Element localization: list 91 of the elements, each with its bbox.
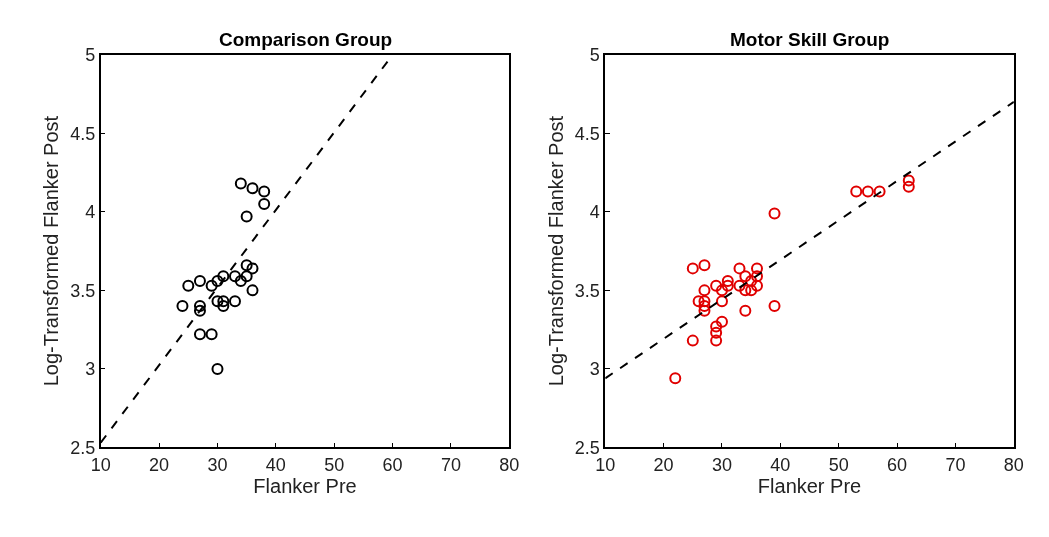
x-tick-label: 20 — [653, 454, 674, 475]
point — [193, 304, 206, 317]
point — [739, 270, 752, 283]
point — [739, 284, 752, 297]
point — [710, 326, 723, 339]
point — [246, 262, 259, 275]
point — [234, 177, 247, 190]
point — [751, 262, 763, 275]
point — [902, 180, 915, 193]
point — [715, 315, 728, 328]
point — [715, 284, 728, 297]
y-axis-title: Log-Transformed Flanker Post — [40, 115, 63, 387]
point — [751, 270, 763, 283]
point — [217, 270, 230, 283]
point — [745, 274, 758, 287]
point — [745, 284, 758, 297]
point — [217, 295, 230, 308]
point — [193, 300, 206, 313]
y-tick-label: 5 — [589, 45, 600, 66]
x-tick-label: 30 — [711, 454, 732, 475]
x-tick-label: 40 — [770, 454, 791, 475]
point — [733, 279, 746, 292]
point — [710, 320, 723, 333]
point — [234, 274, 247, 287]
point — [739, 304, 752, 317]
point — [258, 197, 271, 210]
point — [205, 328, 218, 341]
point — [246, 284, 259, 297]
x-tick-label: 70 — [440, 454, 462, 475]
point — [193, 328, 206, 341]
x-tick-label: 80 — [499, 454, 520, 475]
x-tick-label: 20 — [149, 454, 170, 475]
y-tick-label: 3.5 — [574, 280, 600, 301]
point — [193, 274, 206, 287]
point — [861, 185, 874, 198]
point — [715, 295, 728, 308]
point — [205, 279, 218, 292]
point — [698, 284, 711, 297]
point — [686, 334, 699, 347]
point — [182, 279, 195, 292]
x-tick-label: 80 — [1003, 454, 1024, 475]
point — [698, 259, 711, 272]
y-axis-title: Log-Transformed Flanker Post — [544, 115, 567, 387]
x-axis-title: Flanker Pre — [253, 474, 357, 497]
y-tick-label: 4 — [85, 202, 96, 223]
point — [698, 295, 711, 308]
x-tick-label: 60 — [887, 454, 908, 475]
chart-title: Motor Skill Group — [730, 29, 890, 50]
y-tick-label: 4.5 — [574, 123, 600, 144]
chart-title: Comparison Group — [219, 29, 393, 50]
point — [873, 185, 886, 198]
x-tick-label: 40 — [265, 454, 286, 475]
point — [228, 295, 241, 308]
y-tick-label: 3 — [85, 359, 96, 380]
y-tick-label: 3 — [589, 359, 600, 380]
point — [902, 174, 915, 187]
point — [258, 185, 271, 198]
point — [768, 207, 781, 220]
point — [211, 274, 224, 287]
point — [721, 274, 734, 287]
point — [211, 295, 224, 308]
point — [721, 279, 734, 292]
point — [240, 210, 253, 223]
point — [240, 270, 253, 283]
x-tick-label: 30 — [207, 454, 228, 475]
y-tick-label: 4.5 — [70, 123, 96, 144]
point — [733, 262, 746, 275]
point — [692, 295, 705, 308]
x-tick-label: 60 — [382, 454, 403, 475]
y-tick-label: 4 — [589, 202, 600, 223]
point — [246, 182, 259, 195]
x-tick-label: 70 — [945, 454, 966, 475]
point — [768, 300, 781, 313]
point — [698, 300, 711, 313]
point — [751, 279, 763, 292]
point — [686, 262, 699, 275]
point — [698, 304, 711, 317]
point — [710, 279, 723, 292]
y-tick-label: 5 — [85, 45, 96, 66]
x-axis-title: Flanker Pre — [757, 474, 862, 497]
point — [228, 270, 241, 283]
y-tick-label: 3.5 — [70, 280, 96, 301]
point — [710, 334, 723, 347]
point — [211, 362, 224, 375]
point — [850, 185, 863, 198]
point — [669, 372, 682, 385]
point — [217, 300, 230, 313]
x-tick-label: 50 — [324, 454, 345, 475]
point — [240, 259, 253, 272]
point — [176, 300, 189, 313]
x-tick-label: 50 — [828, 454, 849, 475]
